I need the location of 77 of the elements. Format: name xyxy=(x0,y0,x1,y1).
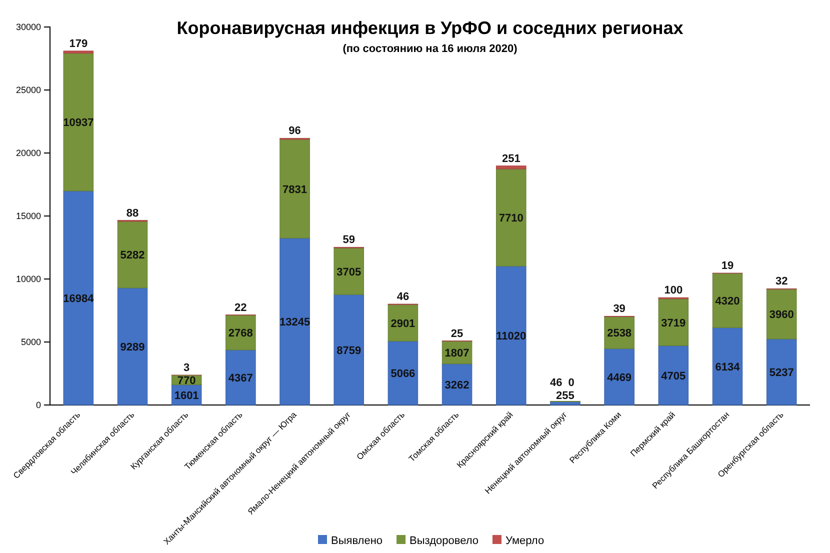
data-label: 59 xyxy=(342,234,355,246)
bar xyxy=(496,168,526,266)
data-label: 5282 xyxy=(120,250,145,262)
data-label: 4705 xyxy=(661,370,686,382)
y-tick-label: 15000 xyxy=(16,210,41,221)
bar xyxy=(604,348,634,406)
bar xyxy=(280,238,310,406)
data-label: 5066 xyxy=(390,368,416,380)
data-label: 7710 xyxy=(498,212,524,225)
data-label: 6134 xyxy=(715,361,741,374)
y-tick-label: 5000 xyxy=(20,336,41,347)
y-tick-label: 20000 xyxy=(16,148,41,158)
data-label: 2901 xyxy=(390,318,416,330)
legend-label: Выздоровело xyxy=(410,535,478,547)
bar xyxy=(334,248,364,295)
data-label: 96 xyxy=(288,125,301,138)
bar xyxy=(280,139,310,238)
data-label: 4367 xyxy=(228,372,253,384)
y-tick-label: 30000 xyxy=(16,22,41,32)
chart-title: Коронавирусная инфекция в УрФО и соседних регионах xyxy=(176,18,684,38)
y-tick-label: 0 xyxy=(36,400,41,410)
data-label: 3262 xyxy=(444,379,470,392)
bar xyxy=(766,338,797,406)
data-label: 255 xyxy=(556,390,574,402)
data-label: 3705 xyxy=(336,266,362,278)
bar xyxy=(712,327,743,406)
data-label: 2768 xyxy=(228,328,253,340)
bar xyxy=(117,221,148,288)
bar xyxy=(63,50,94,54)
data-label: 3 xyxy=(184,362,190,374)
bar xyxy=(496,166,526,170)
data-label: 5237 xyxy=(769,367,794,380)
text: (по состоянию на 16 июля 2020) xyxy=(342,43,518,55)
bar xyxy=(388,340,418,406)
y-tick-label: 10000 xyxy=(16,274,41,284)
bar xyxy=(496,266,526,406)
bar xyxy=(550,402,580,406)
data-label: 19 xyxy=(721,260,734,272)
y-tick-label: 25000 xyxy=(16,84,41,95)
data-label: 39 xyxy=(613,303,626,316)
legend-label: Выявлено xyxy=(331,535,383,547)
data-label: 7831 xyxy=(282,184,308,196)
data-label: 32 xyxy=(775,276,788,288)
data-label: 9289 xyxy=(120,341,145,354)
data-label: 179 xyxy=(69,38,88,50)
data-label: 13245 xyxy=(279,316,310,329)
data-label: 0 xyxy=(568,377,574,390)
data-label: 88 xyxy=(126,207,139,220)
data-label: 4469 xyxy=(607,372,632,384)
data-label: 3719 xyxy=(661,317,686,330)
bar xyxy=(63,190,94,406)
data-label: 100 xyxy=(664,284,683,297)
bar xyxy=(658,345,689,406)
bar xyxy=(63,52,94,192)
data-label: 3960 xyxy=(769,309,794,322)
data-label: 1807 xyxy=(444,348,470,360)
data-label: 10937 xyxy=(63,117,94,130)
bar xyxy=(658,298,689,346)
data-label: 8759 xyxy=(336,344,362,357)
data-label: 25 xyxy=(450,328,464,340)
data-label: 46 xyxy=(550,377,562,390)
data-label: 46 xyxy=(396,291,410,304)
data-label: 4320 xyxy=(715,295,740,308)
bar xyxy=(226,314,256,350)
bar xyxy=(712,273,743,328)
legend-label: Умерло xyxy=(505,535,544,547)
data-label: 770 xyxy=(177,374,196,387)
bar xyxy=(117,288,148,406)
data-label: 251 xyxy=(502,152,520,165)
bar xyxy=(334,294,364,406)
data-label: 22 xyxy=(234,302,247,314)
bar xyxy=(766,288,797,340)
bar xyxy=(442,364,472,406)
data-label: 11020 xyxy=(496,330,526,343)
bar xyxy=(226,350,256,406)
data-label: 1601 xyxy=(174,390,199,402)
data-label: 2538 xyxy=(607,328,632,340)
